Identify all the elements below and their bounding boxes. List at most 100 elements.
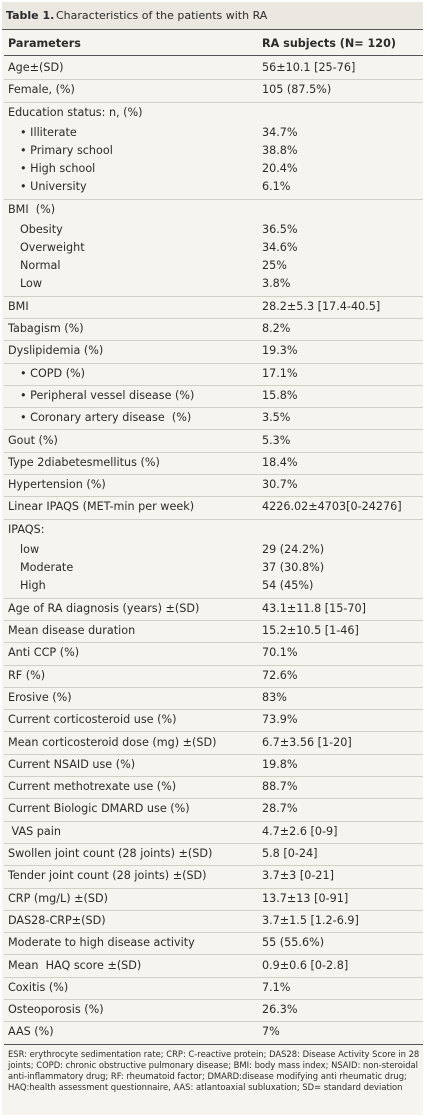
row-value: 88.7% [262,780,298,794]
row-rule [4,518,423,520]
row-value: 15.2±10.5 [1-46] [262,624,359,638]
row-value: 19.3% [262,344,298,358]
row-value: 13.7±13 [0-91] [262,891,349,905]
row-value: 34.7% [262,125,298,139]
title-text: Characteristics of the patients with RA [56,9,268,22]
row-rule [4,909,423,911]
row-label: • COPD (%) [20,366,86,380]
row-value: 83% [262,690,287,704]
row-label: Tender joint count (28 joints) ±(SD) [8,869,207,883]
bottom-rule [4,1043,423,1045]
row-label: Mean disease duration [8,624,136,638]
row-rule [4,731,423,733]
row-rule [4,798,423,800]
row-label: RF (%) [8,668,46,682]
row-value: 3.5% [262,411,291,425]
row-value: 70.1% [262,646,298,660]
row-label: Linear IPAQS (MET-min per week) [8,500,195,514]
row-rule [4,865,423,867]
row-label: low [20,542,40,556]
row-value: 7.1% [262,980,291,994]
header-rule [4,55,423,56]
row-rule [4,451,423,453]
title-label: Table 1. [6,9,55,22]
row-rule [4,340,423,342]
row-rule [4,753,423,755]
row-value: 38.8% [262,143,298,157]
row-value: 25% [262,258,287,272]
row-rule [4,295,423,297]
row-rule [4,932,423,934]
row-label: Dyslipidemia (%) [8,344,104,358]
row-value: 105 (87.5%) [262,83,332,97]
row-value: 8.2% [262,322,291,336]
row-rule [4,496,423,498]
row-label: BMI [8,299,29,313]
row-value: 3.7±3 [0-21] [262,869,334,883]
row-label: Mean corticosteroid dose (mg) ±(SD) [8,735,217,749]
row-value: 54 (45%) [262,578,314,592]
row-rule [4,597,423,599]
row-rule [4,642,423,644]
row-label: • Illiterate [20,125,77,139]
row-label: Hypertension (%) [8,478,106,492]
row-value: 36.5% [262,222,298,236]
row-label: High [20,578,46,592]
row-value: 20.4% [262,161,298,175]
row-value: 0.9±0.6 [0-2.8] [262,958,349,972]
row-value: 34.6% [262,240,298,254]
header-cell: Parameters [8,37,81,50]
row-value: 4226.02±4703[0-24276] [262,500,402,514]
row-rule [4,820,423,822]
row-rule [4,686,423,688]
row-label: Tabagism (%) [8,322,84,336]
row-value: 26.3% [262,1003,298,1017]
row-rule [4,474,423,475]
row-rule [4,101,423,103]
title-band: Table 1. Characteristics of the patients… [2,2,423,30]
row-value: 4.7±2.6 [0-9] [262,824,338,838]
row-value: 37 (30.8%) [262,560,325,574]
row-value: 15.8% [262,388,298,402]
group-label: IPAQS: [8,522,45,536]
row-label: Current NSAID use (%) [8,757,136,771]
row-label: Age of RA diagnosis (years) ±(SD) [8,601,200,615]
row-label: Age±(SD) [8,61,64,75]
row-label: AAS (%) [8,1025,54,1039]
row-rule [4,999,423,1000]
row-rule [4,976,423,978]
row-value: 56±10.1 [25-76] [262,61,356,75]
row-label: • Primary school [20,143,113,157]
row-value: 19.8% [262,757,298,771]
row-label: Moderate [20,560,74,574]
row-rule [4,384,423,386]
row-rule [4,664,423,666]
row-label: DAS28-CRP±(SD) [8,913,106,927]
row-label: Overweight [20,240,85,254]
row-value: 7% [262,1025,280,1039]
row-label: Anti CCP (%) [8,646,80,660]
row-label: Low [20,276,43,290]
row-value: 6.7±3.56 [1-20] [262,735,352,749]
row-label: Swollen joint count (28 joints) ±(SD) [8,847,213,861]
row-value: 5.3% [262,433,291,447]
row-label: Type 2diabetesmellitus (%) [8,455,160,469]
row-label: Gout (%) [8,433,58,447]
row-label: Current methotrexate use (%) [8,780,177,794]
row-label: • Peripheral vessel disease (%) [20,388,195,402]
group-label: BMI (%) [8,202,56,216]
row-value: 3.7±1.5 [1.2-6.9] [262,913,359,927]
row-value: 30.7% [262,478,298,492]
row-rule [4,842,423,844]
footnote: ESR: erythrocyte sedimentation rate; CRP… [8,1049,420,1092]
row-label: • Coronary artery disease (%) [20,411,192,425]
row-value: 6.1% [262,179,291,193]
header-cell: RA subjects (N= 120) [262,37,396,50]
row-rule [4,317,423,319]
row-rule [4,709,423,711]
row-rule [4,429,423,431]
row-rule [4,954,423,956]
table-panel: Table 1. Characteristics of the patients… [2,2,423,1115]
